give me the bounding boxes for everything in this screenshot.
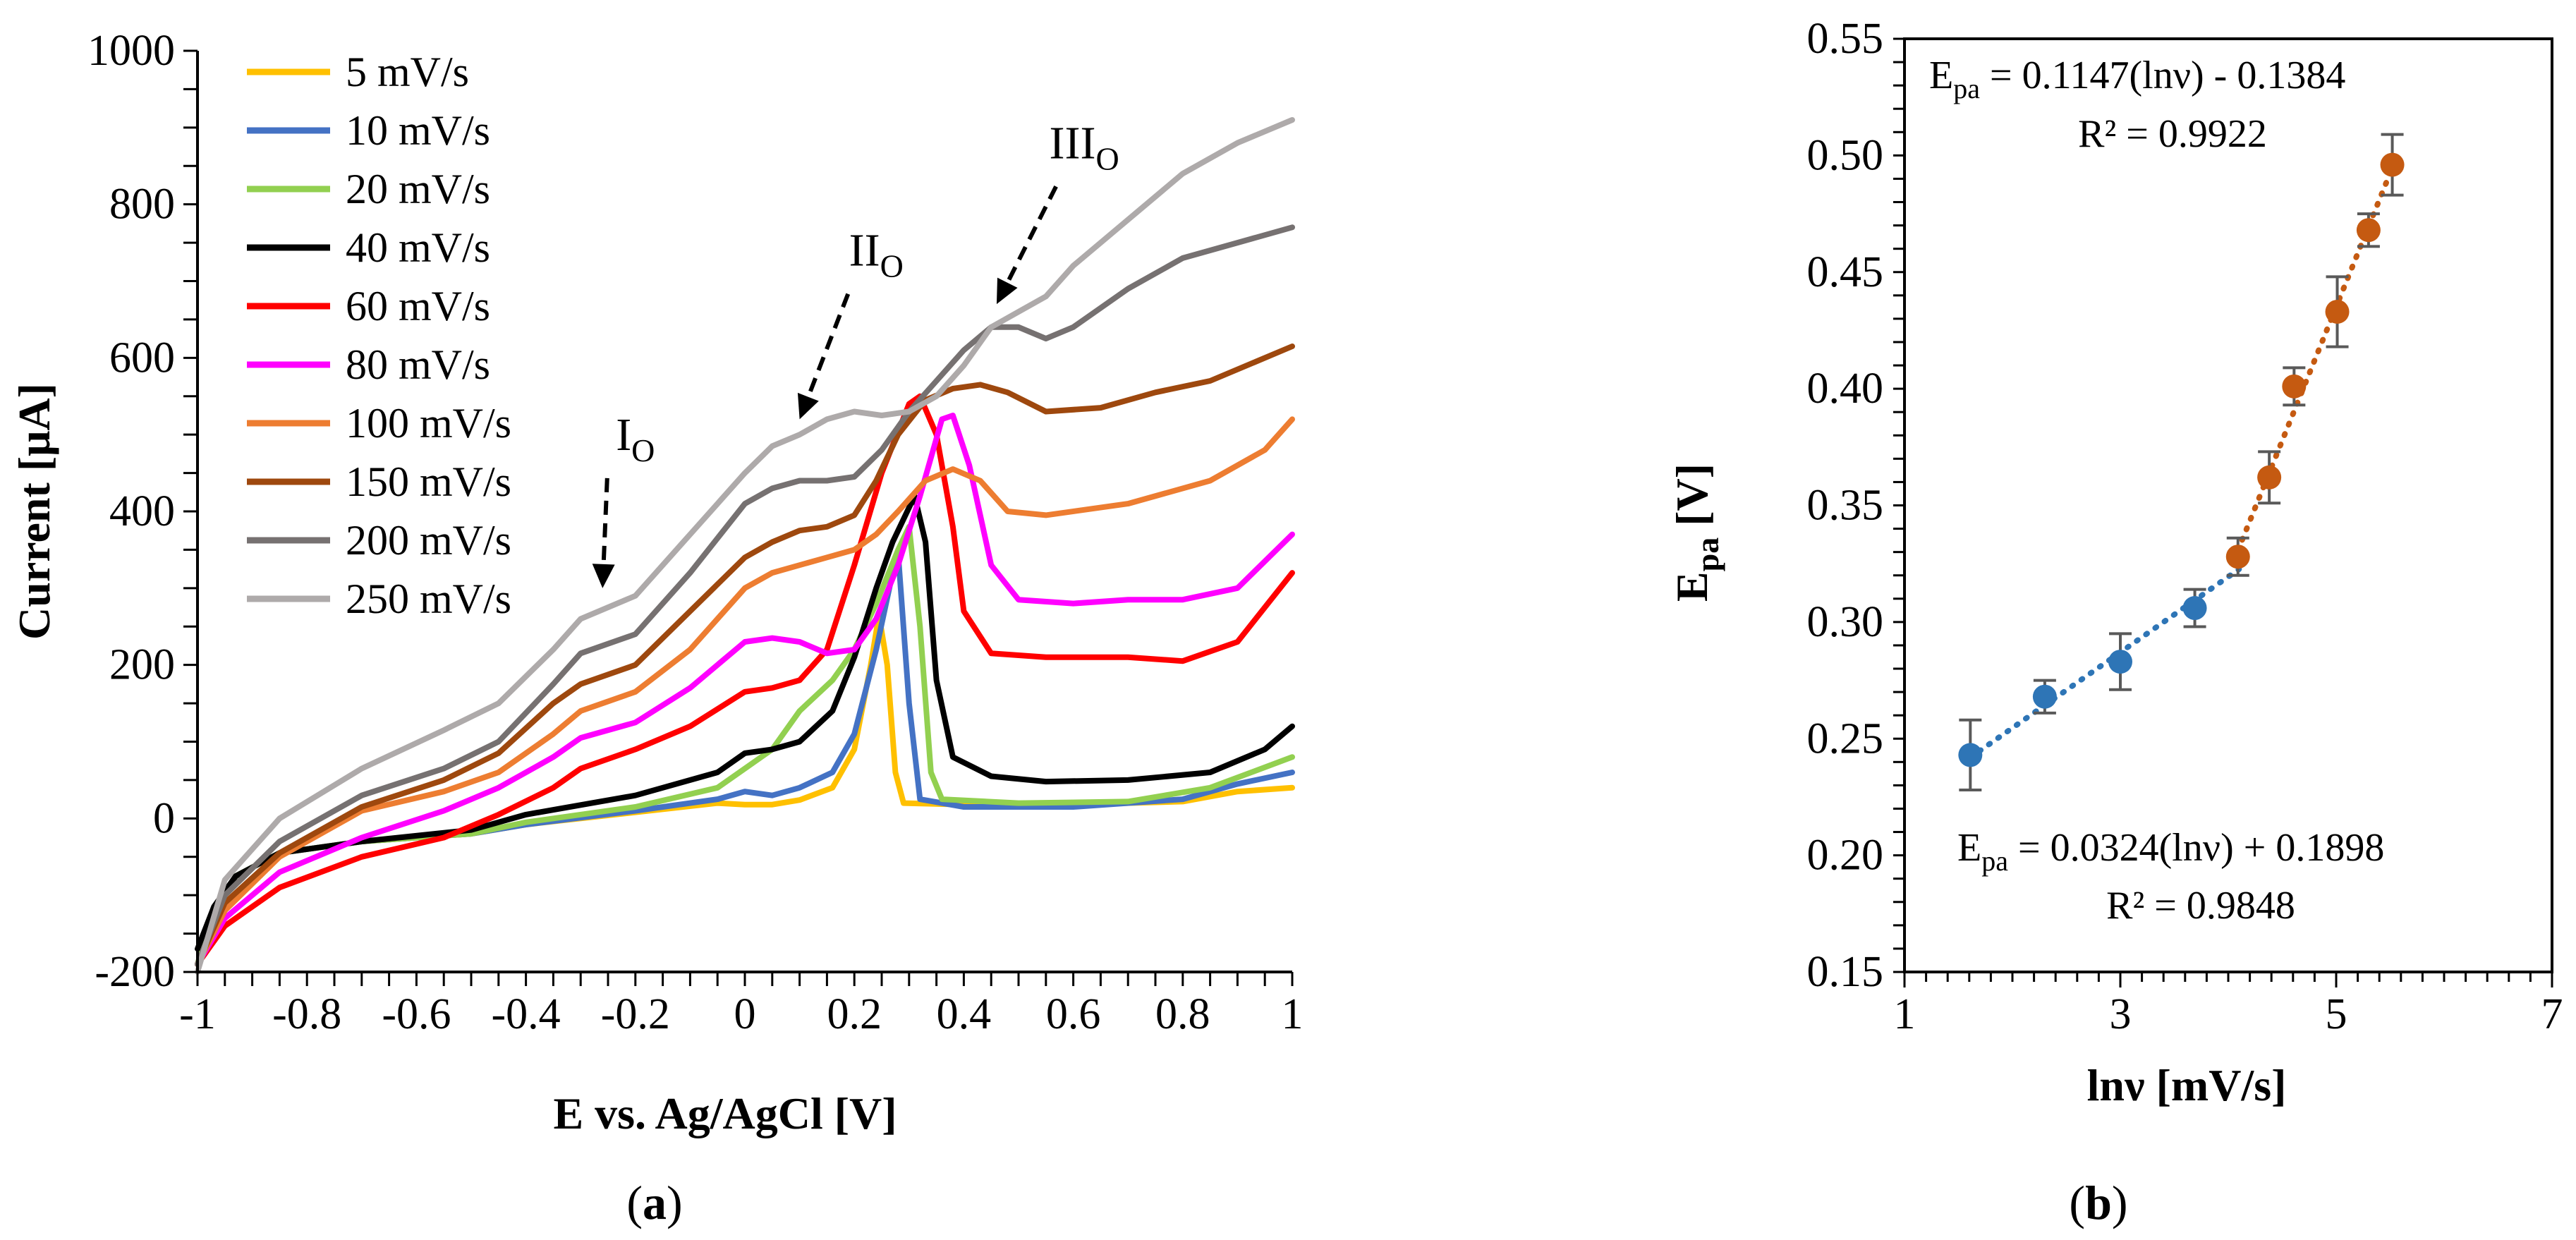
x-tick-label: 0.2 <box>827 990 882 1038</box>
equation-low-r2: R² = 0.9848 <box>2106 884 2295 928</box>
peak-label-1: IIO <box>849 225 904 284</box>
panel-a-label: (a) <box>626 1176 682 1229</box>
x-tick-label: -0.8 <box>272 990 341 1038</box>
y-tick-label: 800 <box>109 181 175 229</box>
data-point-0-3 <box>2182 596 2207 621</box>
x-tick-label: 0.6 <box>1046 990 1101 1038</box>
x-tick-label: 1 <box>1282 990 1304 1038</box>
equation-high: Epa = 0.1147(lnν) - 0.1384 <box>1929 54 2345 104</box>
panel-a-axes <box>183 49 1294 986</box>
data-point-1-4 <box>2356 218 2381 243</box>
x-tick-label: -1 <box>179 990 216 1038</box>
legend-label-5: 80 mV/s <box>346 341 490 388</box>
x-tick-label: -0.2 <box>601 990 670 1038</box>
y-tick-label: 0.50 <box>1807 131 1884 179</box>
data-point-0-0 <box>1958 743 1983 767</box>
data-point-1-5 <box>2380 152 2405 177</box>
y-tick-label: 1000 <box>87 27 175 75</box>
series-line-4 <box>195 393 1295 968</box>
x-tick-label: 3 <box>2110 990 2132 1038</box>
panel-b-data-points <box>1958 133 2405 792</box>
panel-a-series-lines <box>195 117 1295 975</box>
peak-arrowhead-0 <box>592 564 615 588</box>
y-tick-label: 0.20 <box>1807 832 1884 880</box>
legend-label-6: 100 mV/s <box>346 400 511 446</box>
legend-label-0: 5 mV/s <box>346 49 469 95</box>
series-line-8 <box>195 224 1295 968</box>
panel-a-legend: 5 mV/s 10 mV/s 20 mV/s 40 mV/s 60 mV/s 80 mV/… <box>247 49 511 622</box>
equation-low: Epa = 0.0324(lnν) + 0.1898 <box>1957 826 2384 877</box>
legend-label-1: 10 mV/s <box>346 107 490 154</box>
y-tick-label: 0.45 <box>1807 248 1884 296</box>
panel-a-chart: -1 -0.8 -0.6 -0.4 -0.2 0 0.2 0.4 0.6 0.8 1 -200 0 200… <box>9 27 1304 1229</box>
x-tick-label: -0.4 <box>492 990 561 1038</box>
x-tick-label: 5 <box>2326 990 2347 1038</box>
panel-b-ylabel: Epa [V] <box>1667 463 1725 602</box>
data-point-0-1 <box>2032 684 2057 709</box>
panel-b-tick-labels: 1 3 5 7 0.15 0.20 0.25 0.30 0.35 0.40 0.45 0.50 0.55 <box>1807 15 2563 1038</box>
y-tick-label: 600 <box>109 334 175 382</box>
panel-a-annotations: IO IIO IIIO <box>592 117 1119 588</box>
y-tick-label: 0.15 <box>1807 948 1884 996</box>
equation-high-r2: R² = 0.9922 <box>2078 112 2267 156</box>
data-point-0-2 <box>2108 650 2132 674</box>
peak-label-0: IO <box>616 409 655 468</box>
panel-a-xlabel: E vs. Ag/AgCl [V] <box>553 1088 897 1138</box>
data-point-1-0 <box>2225 545 2250 569</box>
y-tick-label: 400 <box>109 487 175 535</box>
y-tick-label: 0 <box>153 794 175 842</box>
y-tick-label: 0.30 <box>1807 598 1884 646</box>
peak-arrowhead-2 <box>996 277 1018 305</box>
y-tick-label: 0.35 <box>1807 482 1884 530</box>
panel-a-ylabel: Current [μA] <box>9 383 59 640</box>
panel-b-axes <box>1893 37 2553 987</box>
data-point-1-3 <box>2325 299 2350 324</box>
panel-b-chart: 1 3 5 7 0.15 0.20 0.25 0.30 0.35 0.40 0.45 0.50 0.55… <box>1667 15 2563 1229</box>
x-tick-label: 7 <box>2541 990 2563 1038</box>
panel-b-xlabel: lnν [mV/s] <box>2087 1060 2287 1110</box>
series-line-7 <box>195 344 1295 968</box>
x-tick-label: -0.6 <box>382 990 451 1038</box>
x-tick-label: 0.4 <box>937 990 992 1038</box>
data-point-1-2 <box>2282 374 2307 399</box>
series-line-9 <box>195 117 1295 975</box>
y-tick-label: 0.25 <box>1807 715 1884 762</box>
legend-label-2: 20 mV/s <box>346 166 490 212</box>
x-tick-label: 1 <box>1894 990 1916 1038</box>
legend-label-8: 200 mV/s <box>346 517 511 564</box>
y-tick-label: 0.55 <box>1807 15 1884 63</box>
y-tick-label: 200 <box>109 641 175 689</box>
series-line-3 <box>195 493 1295 952</box>
peak-arrowhead-1 <box>797 392 819 420</box>
legend-label-7: 150 mV/s <box>346 458 511 505</box>
series-line-6 <box>195 416 1295 968</box>
legend-label-3: 40 mV/s <box>346 224 490 271</box>
y-tick-label: -200 <box>95 948 175 996</box>
y-tick-label: 0.40 <box>1807 365 1884 413</box>
x-tick-label: 0 <box>734 990 756 1038</box>
peak-label-2: IIIO <box>1050 117 1119 176</box>
legend-label-9: 250 mV/s <box>346 576 511 622</box>
x-tick-label: 0.8 <box>1155 990 1210 1038</box>
data-point-1-1 <box>2257 465 2282 490</box>
panel-b-label: (b) <box>2069 1176 2127 1229</box>
panel-a-tick-labels: -1 -0.8 -0.6 -0.4 -0.2 0 0.2 0.4 0.6 0.8 1 -200 0 200… <box>87 27 1304 1038</box>
legend-label-4: 60 mV/s <box>346 283 490 329</box>
series-line-5 <box>195 413 1295 968</box>
